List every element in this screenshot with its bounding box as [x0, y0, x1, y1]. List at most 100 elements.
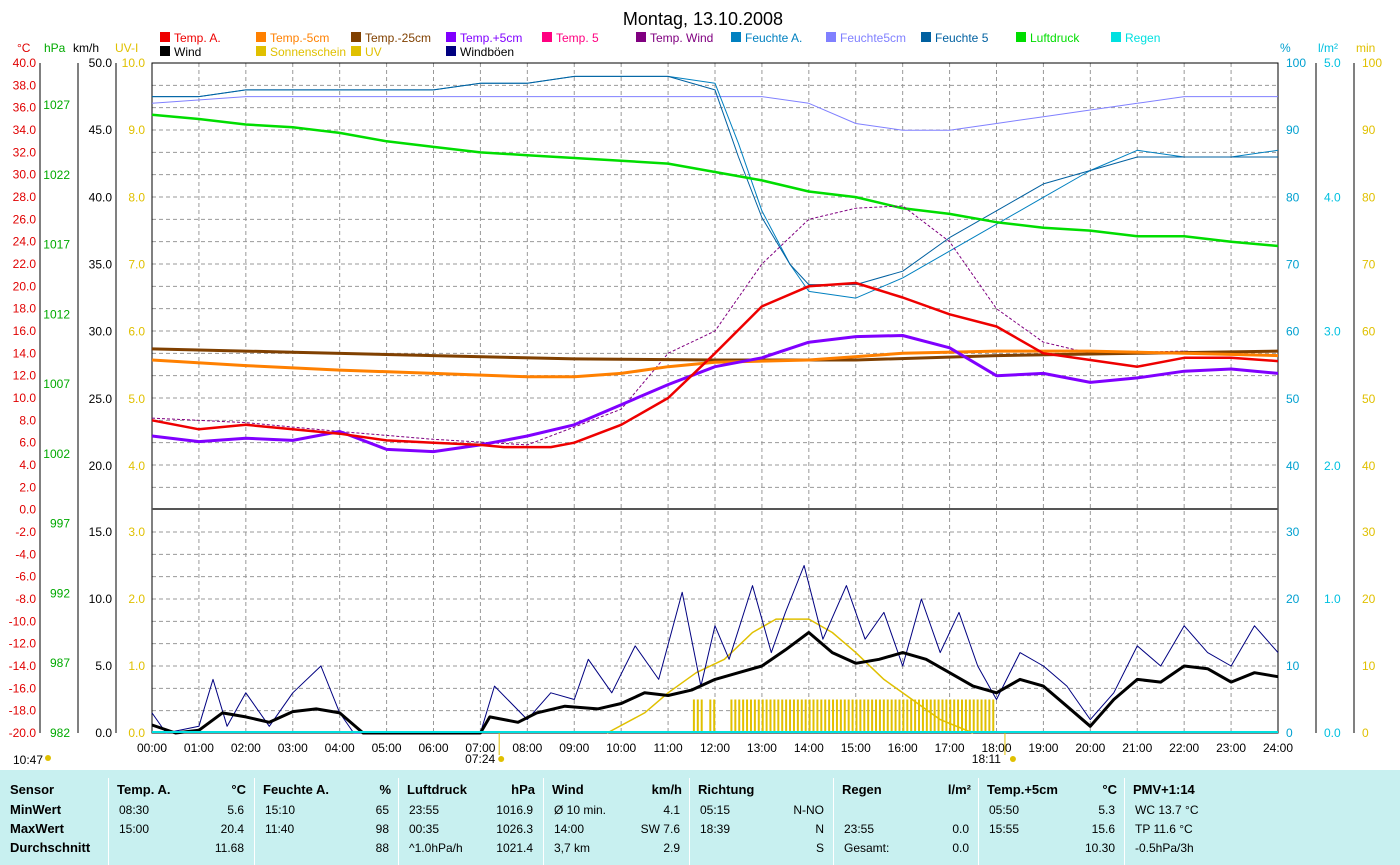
stats-cell-time: -0.5hPa/3h	[1135, 841, 1194, 855]
wind-tick-label-bottom: 0.0	[95, 726, 112, 740]
sunset-label: 18:11	[972, 752, 1001, 766]
unit-hum: %	[1280, 41, 1291, 55]
temp-tick-label: 36.0	[13, 101, 37, 115]
feuchte-5-line	[152, 75, 1278, 286]
x-axis: 00:00 01:00 02:00 03:00 04:00 05:00 06:00 07:00…	[13, 733, 1293, 767]
legend-swatch	[1111, 32, 1121, 42]
legend-swatch	[921, 32, 931, 42]
temp-wind-line	[151, 205, 1279, 446]
legend-label: Temp.+5cm	[460, 31, 522, 45]
stats-cell-time: 23:55	[409, 803, 440, 817]
stats-cell-time: ^1.0hPa/h	[409, 841, 463, 855]
hum-tick-label: 90	[1286, 123, 1300, 137]
temp-plus5-line	[151, 334, 1279, 454]
x-tick-label: 01:00	[184, 741, 214, 755]
moonrise-label: 10:47	[13, 753, 43, 767]
legend: Temp. A. Temp.-5cm Temp.-25cm Temp.+5cm Temp…	[160, 31, 1160, 59]
hum-tick-label-bottom: 20	[1286, 592, 1300, 606]
temp-tick-label: 14.0	[13, 346, 37, 360]
legend-label: Luftdruck	[1030, 31, 1080, 45]
legend-label: Feuchte A.	[745, 31, 802, 45]
legend-label: Regen	[1125, 31, 1160, 45]
moon-icon	[45, 755, 51, 761]
legend-swatch	[446, 32, 456, 42]
axes: 40.0 38.0 36.0 34.0 32.0 30.0 28.0 26.0 24.0 22.0…	[9, 56, 1383, 740]
temp-tick-label: 8.0	[19, 413, 36, 427]
legend-swatch	[1016, 32, 1026, 42]
stats-cell-value: N-NO	[793, 803, 824, 817]
x-tick-label: 07:00	[465, 741, 495, 755]
stats-cell-time: Ø 10 min.	[554, 803, 607, 817]
stats-column-header: Wind	[552, 782, 584, 797]
axis-units: °C hPa km/h UV-I% l/m² min	[17, 41, 1375, 55]
legend-label: Temp.-25cm	[365, 31, 431, 45]
press-tick-label: 1017	[43, 238, 70, 252]
x-tick-label: 16:00	[888, 741, 918, 755]
legend-label: Temp. 5	[556, 31, 599, 45]
x-tick-label: 17:00	[935, 741, 965, 755]
stats-cell-value: 5.3	[1098, 803, 1115, 817]
stats-column: Regen l/m² 23:55 0.0 Gesamt: 0.0	[833, 778, 979, 865]
x-tick-label: 11:00	[654, 741, 683, 755]
unit-uv: UV-I	[115, 41, 138, 55]
temp-tick-label: 2.0	[19, 480, 36, 494]
temp-tick-label: 18.0	[13, 302, 37, 316]
temp-tick-label: 0.0	[19, 503, 36, 517]
x-tick-label: 19:00	[1028, 741, 1058, 755]
legend-swatch	[542, 32, 552, 42]
temp-tick-label: 12.0	[13, 369, 37, 383]
plot-area	[151, 75, 1279, 735]
stats-column: PMV+1:14 WC 13.7 °C TP 11.6 °C -0.5hPa/3h	[1124, 778, 1275, 865]
press-tick-label: 997	[50, 517, 70, 531]
unit-rain: l/m²	[1318, 41, 1338, 55]
sun-tick-label: 90	[1362, 123, 1376, 137]
wind-tick-label-bottom: 15.0	[89, 525, 113, 539]
legend-swatch	[351, 46, 361, 56]
temp-tick-label: 4.0	[19, 458, 36, 472]
legend-label: Temp.-5cm	[270, 31, 329, 45]
stats-column-unit: hPa	[511, 782, 535, 797]
rain-tick-label: 3.0	[1324, 325, 1341, 339]
x-tick-label: 10:00	[606, 741, 636, 755]
stats-cell-value: SW 7.6	[640, 822, 680, 836]
uv-tick-label: 10.0	[122, 56, 146, 70]
unit-sun: min	[1356, 41, 1375, 55]
hum-tick-label: 80	[1286, 190, 1300, 204]
stats-column: Wind km/h Ø 10 min. 4.1 14:00 SW 7.6 3,7 km 2.9	[543, 778, 690, 865]
unit-temp: °C	[17, 41, 31, 55]
uv-tick-label: 4.0	[128, 459, 145, 473]
temp-tick-label: 22.0	[13, 257, 37, 271]
x-tick-label: 04:00	[325, 741, 355, 755]
legend-label: Feuchte5cm	[840, 31, 906, 45]
feuchte-a-line	[152, 75, 1279, 299]
grid	[152, 63, 1278, 733]
sun-tick-label-bottom: 0	[1362, 726, 1369, 740]
sun-tick-label: 60	[1362, 325, 1376, 339]
x-tick-label: 05:00	[372, 741, 402, 755]
stats-column-unit: °C	[231, 782, 246, 797]
stats-cell-time: 05:15	[700, 803, 731, 817]
uv-tick-label-bottom: 1.0	[128, 659, 145, 673]
legend-label: Temp. Wind	[650, 31, 713, 45]
stats-column-header: PMV+1:14	[1133, 782, 1195, 797]
stats-cell-time: TP 11.6 °C	[1135, 822, 1193, 836]
uv-line	[606, 618, 974, 734]
luftdruck-line	[151, 113, 1279, 248]
legend-swatch	[446, 46, 456, 56]
stats-column-unit: °C	[1102, 782, 1117, 797]
wind-tick-label: 35.0	[89, 258, 113, 272]
x-tick-label: 21:00	[1122, 741, 1152, 755]
rain-tick-label: 2.0	[1324, 459, 1341, 473]
press-tick-label: 1002	[43, 447, 70, 461]
sun-icon	[1009, 756, 1016, 762]
stats-cell-value: 0.0	[952, 841, 969, 855]
press-tick-label: 982	[50, 726, 70, 740]
stats-column-header: Temp. A.	[117, 782, 171, 797]
temp-tick-label: -20.0	[9, 726, 37, 740]
stats-cell-time: Gesamt:	[844, 841, 890, 855]
stats-column-header: Luftdruck	[407, 782, 467, 797]
unit-wind: km/h	[73, 41, 99, 55]
temp-tick-label: 10.0	[13, 391, 37, 405]
row-label-avg: Durchschnitt	[10, 840, 91, 855]
uv-tick-label: 7.0	[128, 258, 145, 272]
